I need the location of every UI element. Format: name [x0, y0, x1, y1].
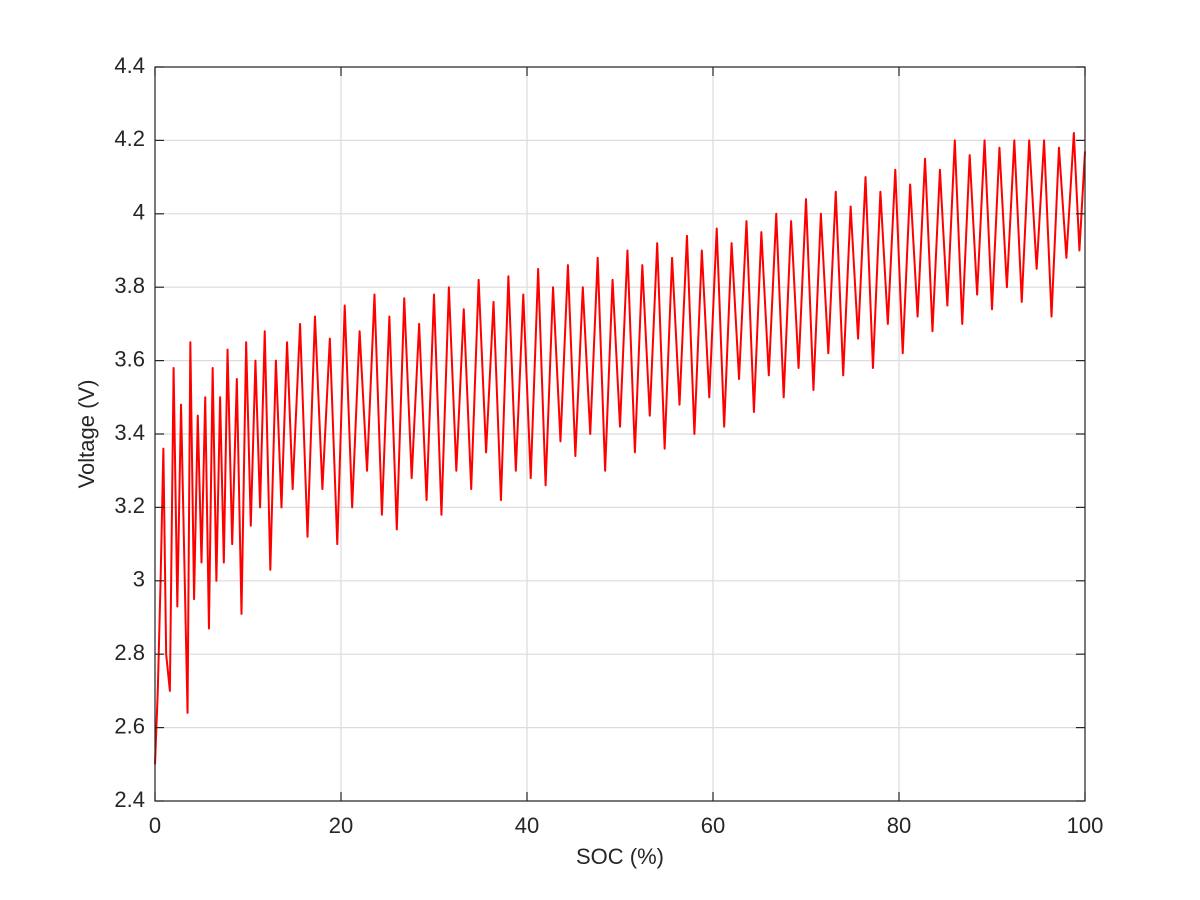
- x-tick-label: 60: [701, 813, 725, 838]
- y-tick-label: 3.2: [114, 493, 145, 518]
- x-tick-label: 80: [887, 813, 911, 838]
- y-tick-label: 4.4: [114, 53, 145, 78]
- lines: [154, 132, 1086, 765]
- x-tick-label: 0: [149, 813, 161, 838]
- x-tick-label: 100: [1067, 813, 1104, 838]
- y-tick-label: 3.4: [114, 420, 145, 445]
- y-tick-label: 3.6: [114, 346, 145, 371]
- data-line: [154, 132, 1086, 765]
- y-tick-label: 2.8: [114, 640, 145, 665]
- y-axis-label: Voltage (V): [74, 380, 99, 489]
- x-axis-label: SOC (%): [576, 844, 664, 869]
- y-tick-label: 3: [133, 567, 145, 592]
- y-tick-label: 4.2: [114, 126, 145, 151]
- y-tick-label: 2.4: [114, 787, 145, 812]
- x-tick-label: 20: [329, 813, 353, 838]
- grid: [154, 66, 1086, 802]
- ticks: 0 20 40 60 80 100 2.4 2.6 2.8 3 3.2 3.4 3.6 3.8 4 4.2 4.…: [114, 53, 1103, 838]
- y-tick-label: 4: [133, 200, 145, 225]
- y-tick-label: 2.6: [114, 713, 145, 738]
- x-tick-label: 40: [515, 813, 539, 838]
- y-tick-label: 3.8: [114, 273, 145, 298]
